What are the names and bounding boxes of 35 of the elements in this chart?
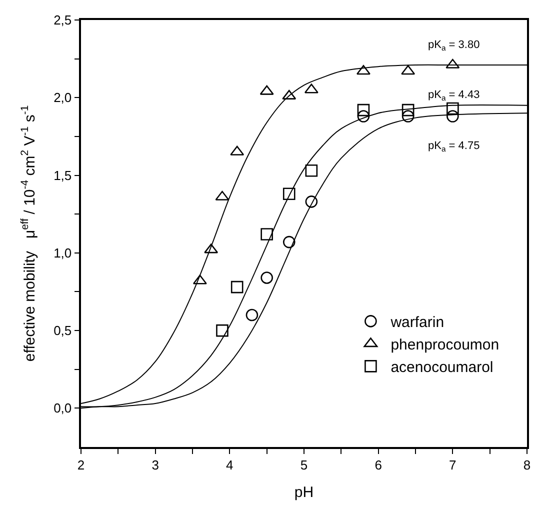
legend-label: warfarin — [390, 314, 444, 332]
point — [305, 196, 318, 208]
point — [446, 110, 459, 122]
x-tick-label: 3 — [152, 457, 159, 472]
annotation: pK$_{a}$ = 3.80 — [428, 39, 480, 52]
y-tick-label: 0,5 — [54, 323, 72, 338]
point — [402, 110, 414, 122]
y-tick-label: 0,0 — [54, 400, 72, 416]
x-axis-title: pH — [294, 484, 314, 501]
point — [282, 236, 296, 248]
x-tick-label: 2 — [77, 457, 85, 472]
annotation: pK$_{a}$ = 4.75 — [428, 140, 480, 154]
y-tick-label: 1,0 — [54, 245, 72, 260]
point — [260, 272, 273, 284]
x-tick-label: 4 — [226, 457, 234, 472]
x-tick-label: 8 — [523, 457, 531, 472]
annotation: pK$_{a}$ = 4.43 — [428, 89, 480, 102]
point — [446, 102, 459, 115]
point — [282, 188, 296, 200]
x-tick-label: 5 — [300, 457, 308, 472]
y-tick-label: 2,0 — [54, 90, 72, 106]
x-tick-label: 7 — [449, 457, 456, 472]
legend-label: phenprocoumon — [390, 336, 500, 354]
point — [246, 308, 258, 322]
point — [402, 104, 414, 116]
y-tick-label: 2,5 — [54, 12, 72, 28]
point — [230, 280, 244, 294]
y-tick-label: 1,5 — [54, 168, 72, 183]
legend-label: acenocoumarol — [390, 359, 494, 376]
point — [357, 110, 370, 122]
point — [260, 228, 273, 240]
point — [305, 164, 318, 177]
point — [216, 324, 228, 337]
point — [357, 104, 370, 116]
x-tick-label: 6 — [374, 457, 382, 472]
